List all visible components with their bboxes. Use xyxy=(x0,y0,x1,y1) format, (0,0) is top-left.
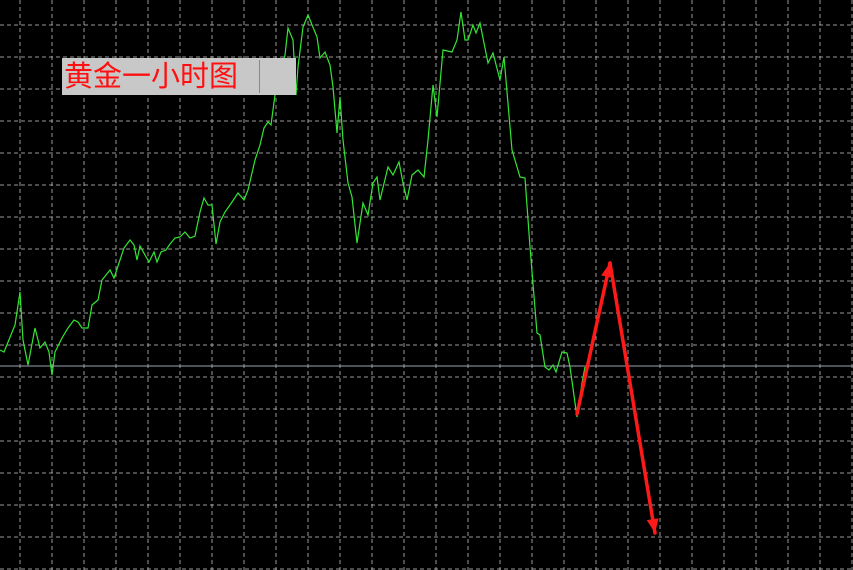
chart-title: 黄金一小时图 xyxy=(64,59,239,93)
text-cursor xyxy=(259,60,260,93)
chart-title-box: 黄金一小时图 xyxy=(62,58,296,95)
arrow-up-shaft xyxy=(575,261,612,416)
arrow-down-shaft xyxy=(608,261,657,535)
arrow-down-head-icon xyxy=(646,518,659,533)
price-series-line xyxy=(0,11,586,418)
forecast-arrows xyxy=(575,261,659,535)
